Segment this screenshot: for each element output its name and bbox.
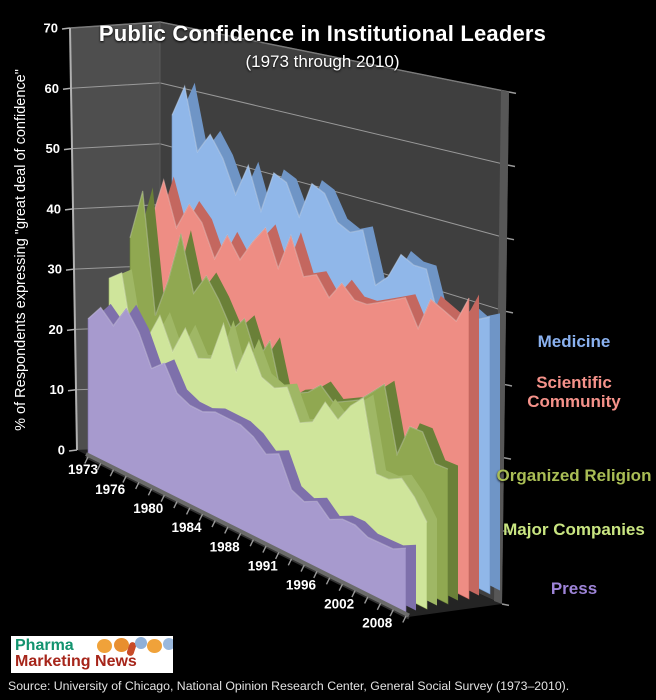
svg-text:1988: 1988 <box>210 539 241 554</box>
balloon-icon <box>97 639 112 653</box>
svg-text:2002: 2002 <box>324 597 354 612</box>
svg-text:1984: 1984 <box>171 520 202 535</box>
svg-text:10: 10 <box>50 382 64 397</box>
source-citation: Source: University of Chicago, National … <box>8 679 570 693</box>
y-axis-title: % of Respondents expressing "great deal … <box>13 69 29 431</box>
svg-text:30: 30 <box>48 262 62 277</box>
legend-item-major-companies: Major Companies <box>503 520 645 539</box>
legend-item-scientific-community: Scientific Community <box>527 373 621 411</box>
balloon-icon <box>163 638 173 650</box>
svg-text:1996: 1996 <box>286 577 317 592</box>
legend-item-press: Press <box>550 579 598 598</box>
svg-text:2008: 2008 <box>362 616 393 631</box>
svg-text:1980: 1980 <box>133 501 163 516</box>
svg-text:70: 70 <box>44 21 58 36</box>
logo-line2: Marketing News <box>15 653 137 670</box>
series-legend: Medicine Scientific Community Organized Re… <box>492 0 656 700</box>
svg-text:50: 50 <box>46 141 60 156</box>
svg-text:1976: 1976 <box>95 482 126 497</box>
svg-text:60: 60 <box>45 81 59 96</box>
legend-item-organized-religion: Organized Religion <box>496 466 652 485</box>
balloon-icon <box>135 637 147 649</box>
balloon-icon <box>147 639 162 653</box>
page-title: Public Confidence in Institutional Leade… <box>98 21 547 46</box>
svg-text:1991: 1991 <box>248 558 279 573</box>
pharma-marketing-news-logo: Pharma Marketing News <box>11 636 173 673</box>
svg-text:1973: 1973 <box>68 462 99 477</box>
page-subtitle: (1973 through 2010) <box>245 52 400 71</box>
logo-line1: Pharma <box>15 637 74 654</box>
legend-item-medicine: Medicine <box>537 332 611 351</box>
svg-text:0: 0 <box>58 443 65 458</box>
svg-text:40: 40 <box>47 201 61 216</box>
balloon-icon <box>114 638 129 652</box>
svg-text:20: 20 <box>49 322 63 337</box>
